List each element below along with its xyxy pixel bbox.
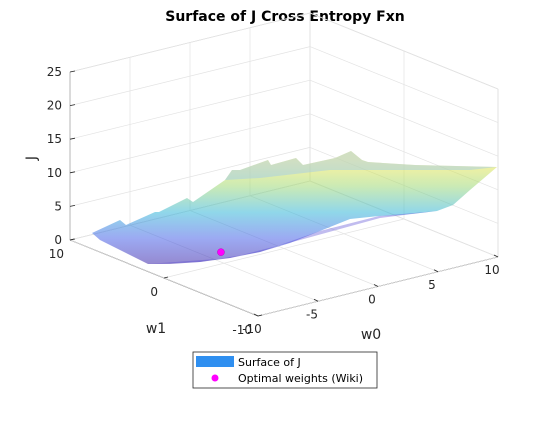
legend-label-optimal: Optimal weights (Wiki)	[238, 372, 363, 385]
z-tick-label: 10	[47, 166, 62, 180]
z-tick-mark	[69, 104, 76, 106]
z-tick-mark	[69, 205, 76, 207]
x-tick-mark	[373, 284, 379, 287]
z-tick-label: 25	[47, 65, 62, 79]
x-tick-label: 5	[428, 278, 436, 292]
x-tick-mark	[253, 313, 259, 317]
x-tick-mark	[493, 254, 499, 258]
floor-grid-line	[163, 218, 405, 279]
x-tick-label: 0	[368, 293, 376, 307]
z-axis-label: J	[24, 156, 40, 161]
y-tick-label: -10	[232, 323, 252, 337]
legend-swatch-surface	[196, 356, 234, 367]
x-tick-mark	[433, 269, 439, 273]
z-tick-label: 5	[54, 199, 62, 213]
z-tick-mark	[69, 171, 76, 174]
x-tick-mark	[313, 298, 319, 302]
y-tick-label: 0	[150, 285, 158, 299]
x-axis-label: w0	[361, 327, 381, 343]
surface-far-wall	[225, 151, 497, 180]
z-tick-mark	[69, 137, 76, 140]
z-tick-label: 15	[47, 132, 62, 146]
x-tick-label: -10	[242, 322, 262, 336]
x-tick-label: 10	[484, 263, 499, 277]
z-tick-label: 0	[54, 233, 62, 247]
y-tick-label: 10	[49, 247, 64, 261]
cost-surface	[92, 151, 497, 264]
legend-label-surface: Surface of J	[238, 356, 301, 369]
legend: Surface of J Optimal weights (Wiki)	[192, 351, 378, 389]
chart-title: Surface of J Cross Entropy Fxn	[165, 9, 405, 25]
optimal-weights-point	[217, 248, 225, 256]
z-tick-mark	[69, 238, 76, 241]
x-tick-label: -5	[306, 307, 318, 321]
z-tick-mark	[69, 70, 76, 73]
legend-marker-optimal	[211, 374, 219, 382]
y-tick-mark	[257, 314, 263, 317]
z-tick-label: 20	[47, 99, 62, 113]
y-axis-label: w1	[146, 321, 166, 337]
y-tick-mark	[163, 276, 169, 279]
